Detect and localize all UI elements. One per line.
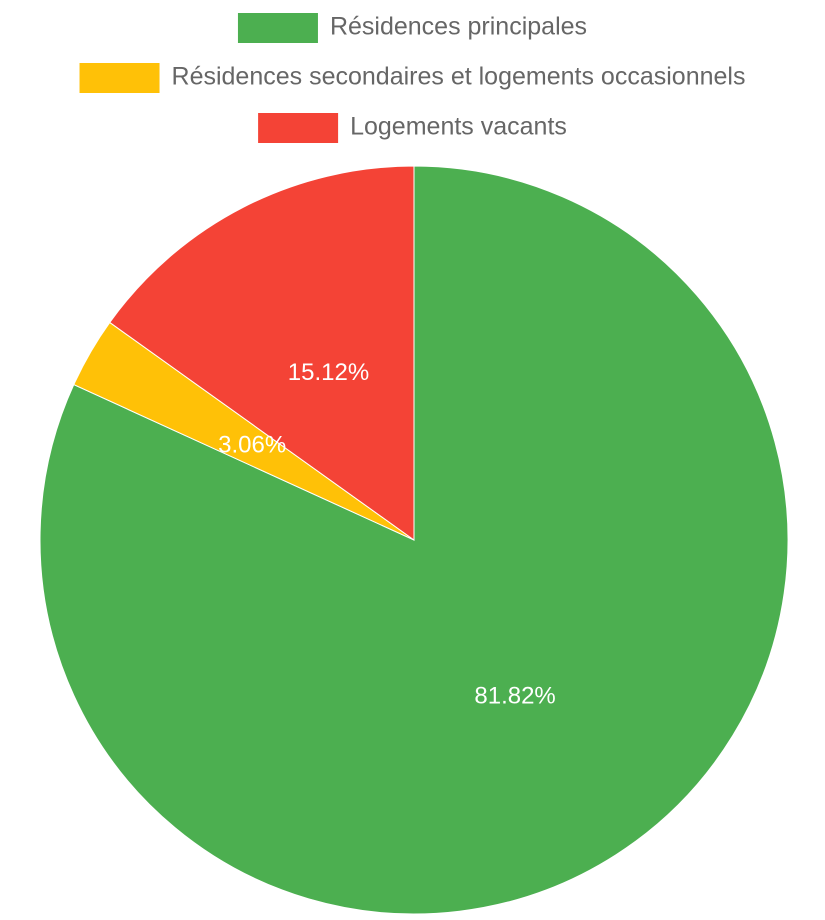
pie-slice	[109, 165, 415, 541]
legend-label: Logements vacants	[350, 113, 567, 141]
data-label: 3.06%	[218, 432, 286, 459]
legend-swatch	[258, 113, 339, 143]
legend-swatch	[79, 63, 160, 93]
legend-label: Résidences secondaires et logements occa…	[172, 63, 746, 91]
legend-swatch	[237, 13, 318, 43]
legend-label: Résidences principales	[330, 13, 587, 41]
data-label: 15.12%	[288, 359, 369, 386]
data-label: 81.82%	[474, 683, 555, 710]
pie-slice	[39, 165, 789, 915]
